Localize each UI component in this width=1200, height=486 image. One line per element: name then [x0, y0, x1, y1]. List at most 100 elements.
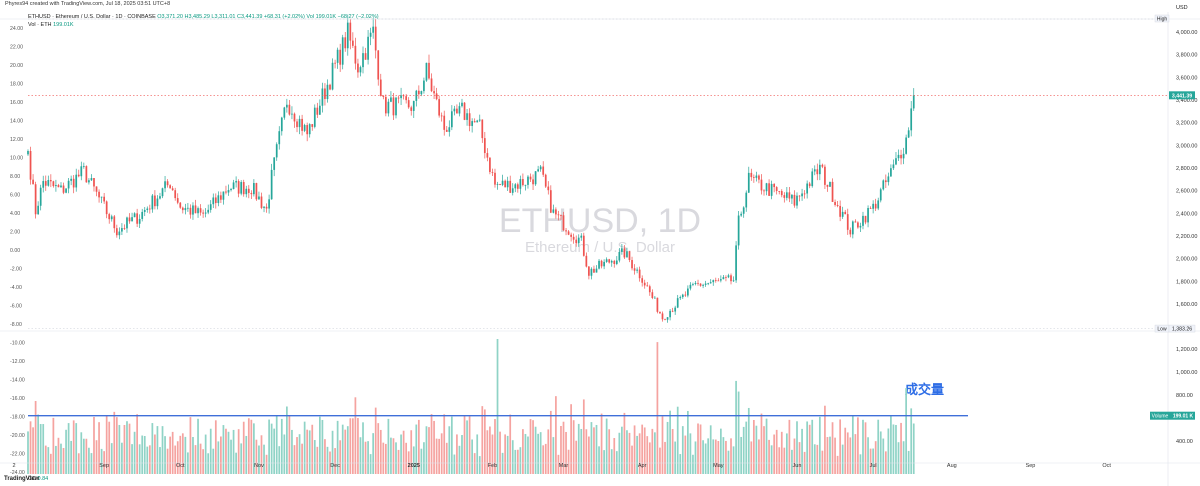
- candle-body: [595, 268, 598, 273]
- volume-bar: [760, 413, 763, 474]
- volume-bar: [372, 433, 375, 474]
- low-label: Low: [1157, 327, 1167, 333]
- price-tick: 2,400.00: [1176, 211, 1197, 217]
- left-scale-tick: -20.00: [10, 433, 25, 439]
- volume-bar: [202, 449, 204, 474]
- volume-bar: [362, 422, 364, 474]
- volume-bar: [633, 425, 636, 474]
- volume-bar: [511, 440, 514, 474]
- volume-bar: [562, 421, 565, 474]
- candle-body: [82, 166, 85, 167]
- volume-bar: [85, 438, 88, 474]
- volume-bar: [133, 431, 136, 474]
- candle-body: [57, 185, 60, 188]
- last-price-value: 3,441.39: [1172, 93, 1192, 99]
- candle-body: [85, 166, 88, 183]
- left-scale-tick: 6.00: [10, 193, 20, 199]
- volume-bar: [377, 423, 380, 474]
- candle-body: [801, 193, 803, 197]
- candle-body: [681, 294, 684, 298]
- volume-bar: [725, 440, 727, 474]
- candle-body: [679, 297, 682, 299]
- volume-bar: [687, 410, 689, 474]
- volume-bar: [552, 437, 555, 474]
- volume-bar: [676, 406, 679, 474]
- candle-body: [445, 129, 448, 132]
- candle-body: [572, 236, 575, 240]
- volume-legend-value: 199.01K: [53, 22, 74, 28]
- volume-bar: [818, 416, 821, 474]
- overlay-lines: [0, 12, 1200, 486]
- candle-body: [476, 120, 479, 123]
- vol-values: Vol 199.01K −68.27 (−2.02%): [306, 14, 379, 20]
- volume-tick: 400.00: [1176, 439, 1193, 445]
- volume-bar: [542, 445, 545, 474]
- volume-bar: [730, 438, 732, 474]
- price-axis[interactable]: USDHigh4,000.003,800.003,600.003,400.003…: [1150, 5, 1197, 445]
- volume-bar: [851, 415, 854, 474]
- volume-bar: [131, 444, 133, 474]
- candle-body: [397, 97, 400, 99]
- candle-body: [648, 286, 651, 293]
- volume-bar: [60, 443, 62, 474]
- volume-bar: [37, 414, 40, 474]
- volume-bar: [52, 417, 55, 474]
- volume-bar: [461, 435, 463, 474]
- candle-body: [159, 196, 161, 199]
- candle-body: [313, 107, 316, 127]
- volume-bar: [709, 425, 712, 474]
- candle-body: [565, 230, 567, 232]
- time-axis[interactable]: 2 Sep Oct Nov Dec 2025 Feb Mar Apr May Jun Jul Aug Se…: [12, 463, 1111, 469]
- candle-body: [374, 26, 377, 51]
- volume-bar: [255, 439, 258, 474]
- volume-bar: [529, 419, 532, 474]
- candle-body: [747, 172, 750, 193]
- candle-body: [456, 108, 458, 114]
- volume-bar: [499, 431, 501, 474]
- volume-bar: [349, 418, 352, 474]
- candle-body: [692, 283, 694, 285]
- time-label: Apr: [638, 463, 647, 469]
- candle-body: [524, 184, 527, 186]
- volume-bar: [62, 447, 65, 474]
- volume-bar: [897, 442, 900, 474]
- candle-body: [793, 194, 796, 206]
- symbol-legend[interactable]: ETHUSD · Ethereum / U.S. Dollar · 1D · C…: [28, 14, 379, 20]
- volume-bar: [169, 436, 171, 474]
- cc-indicator[interactable]: CC 0.84: [28, 476, 48, 482]
- volume-bar: [270, 423, 273, 474]
- volume-bar: [57, 437, 60, 474]
- candle-body: [641, 278, 644, 283]
- candle-body: [516, 184, 519, 189]
- candle-body: [499, 183, 501, 185]
- volume-bar: [65, 429, 67, 474]
- volume-bar: [420, 448, 423, 474]
- volume-badge: [1150, 411, 1195, 420]
- candle-body: [788, 192, 791, 199]
- candle-body: [818, 164, 821, 175]
- candle-body: [308, 124, 311, 135]
- candle-body: [826, 184, 829, 187]
- candle-body: [654, 297, 656, 299]
- candle-body: [291, 113, 293, 115]
- candle-body: [859, 225, 862, 228]
- volume-bar: [608, 429, 611, 474]
- volume-bar: [778, 447, 781, 474]
- candle-body: [67, 180, 70, 189]
- candle-body: [108, 214, 111, 220]
- candle-body: [651, 292, 654, 298]
- volume-bar: [359, 437, 362, 474]
- volume-bar: [522, 429, 524, 474]
- volume-bar: [826, 437, 829, 474]
- candle-body: [412, 100, 415, 111]
- candle-body: [577, 237, 580, 244]
- volume-bar: [438, 438, 441, 474]
- left-scale-tick: -22.00: [10, 452, 25, 458]
- volume-bar: [448, 426, 451, 474]
- volume-bar: [588, 436, 590, 474]
- candle-body: [905, 137, 907, 154]
- volume-bar: [796, 421, 798, 474]
- volume-bar: [90, 453, 93, 474]
- volume-legend[interactable]: Vol · ETH 199.01K: [28, 22, 74, 28]
